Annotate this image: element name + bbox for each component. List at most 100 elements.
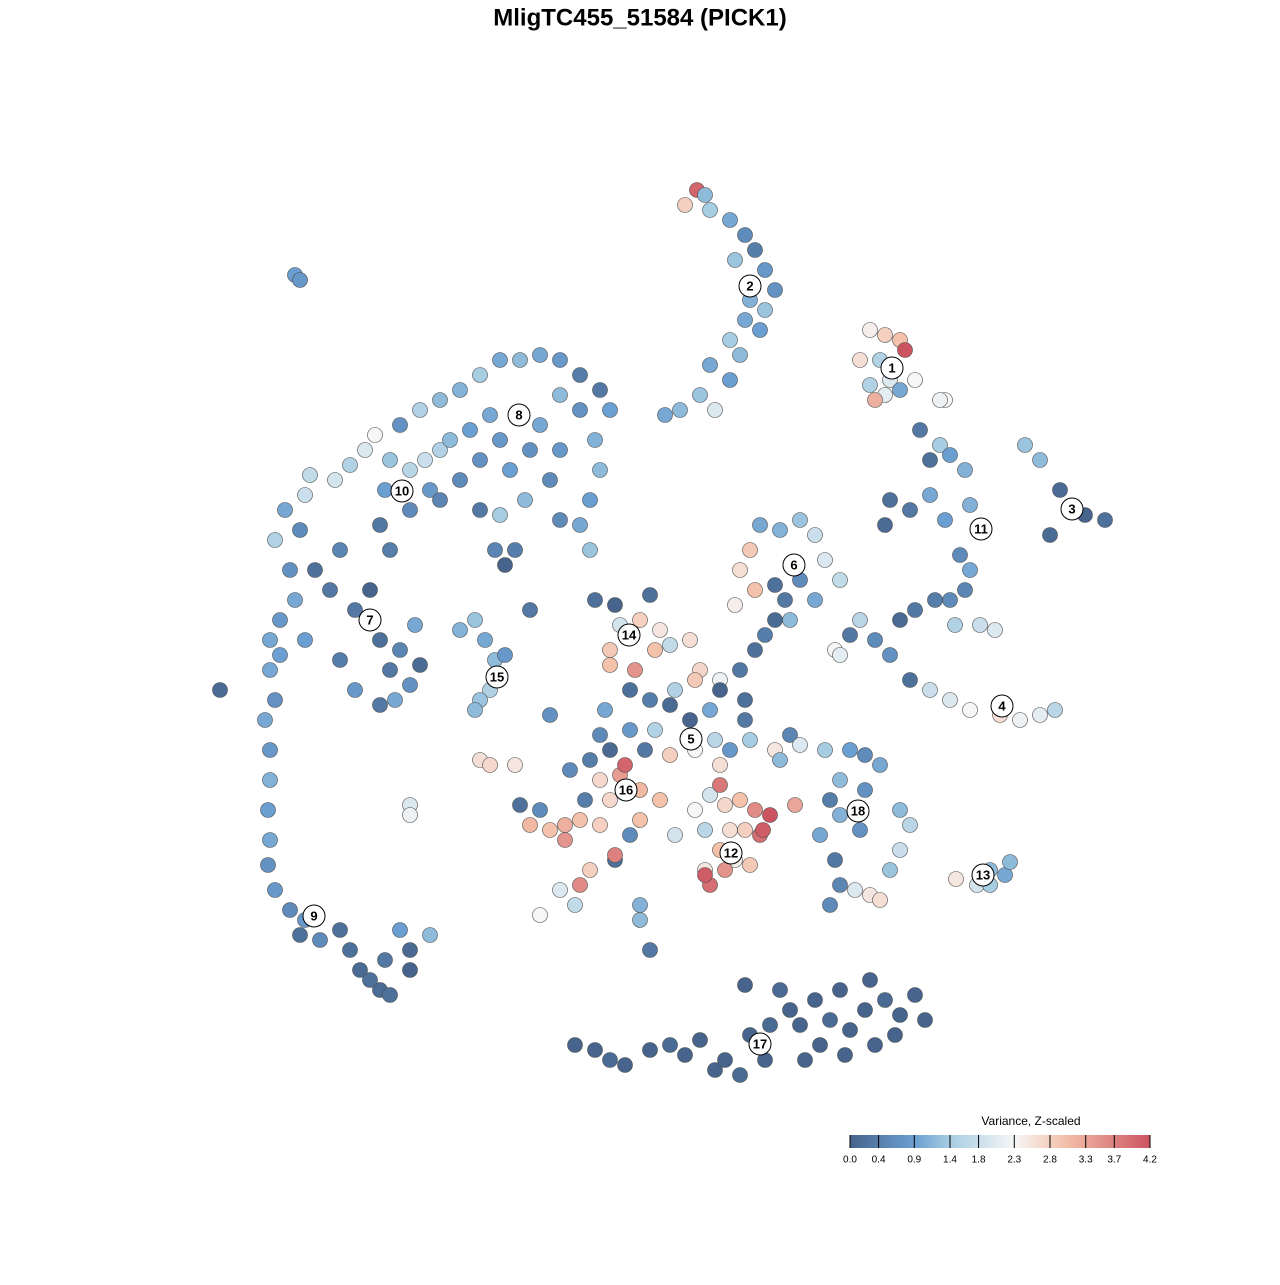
point <box>957 582 973 598</box>
point <box>837 1047 853 1063</box>
point <box>852 822 868 838</box>
point <box>382 542 398 558</box>
point <box>567 897 583 913</box>
point <box>717 1052 733 1068</box>
point <box>677 1047 693 1063</box>
point <box>267 882 283 898</box>
point <box>1012 712 1028 728</box>
colorbar-tick-label: 0.9 <box>907 1155 921 1166</box>
point <box>632 812 648 828</box>
point <box>572 517 588 533</box>
point <box>942 447 958 463</box>
point <box>667 682 683 698</box>
point <box>702 787 718 803</box>
point <box>682 632 698 648</box>
point <box>832 572 848 588</box>
cluster-badge <box>782 553 806 577</box>
point <box>432 392 448 408</box>
point <box>702 202 718 218</box>
point <box>857 1002 873 1018</box>
point <box>747 802 763 818</box>
point <box>737 977 753 993</box>
colorbar-tick-label: 0.4 <box>872 1155 886 1166</box>
point <box>957 462 973 478</box>
point <box>567 1037 583 1053</box>
point <box>262 772 278 788</box>
point <box>552 882 568 898</box>
cluster-label: 7 <box>366 612 373 627</box>
point <box>882 647 898 663</box>
point <box>492 352 508 368</box>
point <box>787 797 803 813</box>
cluster-badge <box>617 623 641 647</box>
point <box>422 482 438 498</box>
point <box>602 657 618 673</box>
colorbar-tick-label: 2.8 <box>1043 1155 1057 1166</box>
point <box>842 627 858 643</box>
cluster-label: 2 <box>746 278 753 293</box>
point <box>582 752 598 768</box>
point <box>592 772 608 788</box>
cluster-badge <box>1060 497 1084 521</box>
point <box>552 442 568 458</box>
point <box>807 592 823 608</box>
point <box>642 1042 658 1058</box>
point <box>497 557 513 573</box>
point <box>907 602 923 618</box>
point <box>637 742 653 758</box>
point <box>732 792 748 808</box>
point <box>857 747 873 763</box>
point <box>262 742 278 758</box>
point <box>737 227 753 243</box>
point <box>647 642 663 658</box>
point <box>882 862 898 878</box>
point <box>932 392 948 408</box>
point <box>807 992 823 1008</box>
point <box>262 632 278 648</box>
point <box>842 742 858 758</box>
point <box>262 662 278 678</box>
point <box>512 352 528 368</box>
point <box>872 892 888 908</box>
point <box>432 442 448 458</box>
point <box>727 252 743 268</box>
point <box>322 582 338 598</box>
point <box>917 1012 933 1028</box>
point <box>832 647 848 663</box>
point <box>817 552 833 568</box>
cluster-label: 3 <box>1068 501 1075 516</box>
point <box>877 992 893 1008</box>
point <box>902 502 918 518</box>
point <box>792 737 808 753</box>
point <box>497 647 513 663</box>
point <box>972 617 988 633</box>
point <box>812 827 828 843</box>
point <box>772 982 788 998</box>
point <box>502 462 518 478</box>
point <box>897 342 913 358</box>
point <box>832 772 848 788</box>
point <box>602 402 618 418</box>
point <box>592 462 608 478</box>
point <box>602 792 618 808</box>
cluster-label: 14 <box>622 627 637 642</box>
point <box>522 442 538 458</box>
cluster-badge <box>679 727 703 751</box>
point <box>572 402 588 418</box>
point <box>292 272 308 288</box>
cluster-badge <box>507 403 531 427</box>
point <box>442 432 458 448</box>
colorbar-gradient <box>850 1135 1150 1148</box>
colorbar-tick-label: 3.7 <box>1107 1155 1121 1166</box>
cluster-badge <box>971 863 995 887</box>
point <box>712 777 728 793</box>
point <box>492 432 508 448</box>
point <box>587 592 603 608</box>
point <box>942 692 958 708</box>
point <box>552 352 568 368</box>
point <box>572 877 588 893</box>
point <box>732 562 748 578</box>
point <box>687 672 703 688</box>
cluster-badge <box>719 841 743 865</box>
point <box>832 982 848 998</box>
